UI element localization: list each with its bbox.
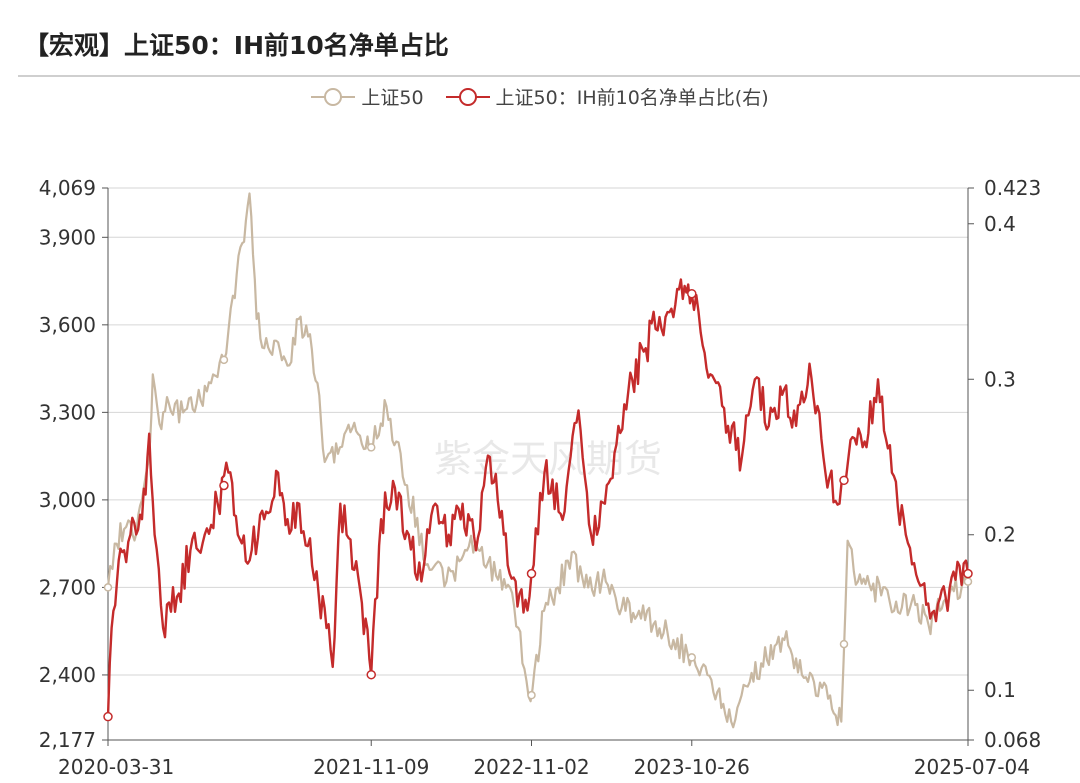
left-axis-tick-label: 3,300 (39, 400, 96, 424)
series-marker-left (219, 355, 229, 365)
series-marker-left (527, 690, 536, 700)
left-axis-tick-label: 4,069 (39, 176, 96, 200)
legend-item-right-series[interactable]: 上证50：IH前10名净单占比(右) (445, 83, 769, 110)
left-axis-tick-label: 2,177 (39, 728, 96, 752)
series-marker-left (366, 443, 376, 452)
x-axis-tick-label: 2021-11-09 (313, 755, 429, 779)
title-divider (18, 75, 1080, 77)
chart-series (103, 192, 973, 729)
right-axis-tick-label: 0.1 (984, 678, 1016, 702)
chart-tick-labels: 2,177 2,400 2,700 3,000 3,300 3,600 3,900 4,069… (39, 176, 1042, 779)
right-axis-tick-label: 0.3 (984, 367, 1016, 391)
x-axis-tick-label: 2025-07-04 (914, 755, 1030, 779)
chart-axes (102, 187, 974, 746)
series-marker-right (219, 480, 229, 491)
chart-legend: 上证50 上证50：IH前10名净单占比(右) (0, 83, 1080, 110)
legend-label-right-series: 上证50：IH前10名净单占比(右) (495, 87, 769, 109)
series-line-right (106, 278, 970, 717)
x-axis-tick-label: 2020-03-31 (58, 755, 174, 779)
series-marker-right (839, 475, 849, 486)
right-axis-tick-label: 0.4 (984, 212, 1016, 236)
left-axis-tick-label: 3,900 (39, 225, 96, 249)
right-axis-tick-label: 0.068 (984, 728, 1041, 752)
series-marker-left (687, 653, 697, 662)
right-axis-tick-label: 0.2 (984, 523, 1016, 547)
series-marker-right (687, 288, 697, 299)
legend-swatch-left-series (311, 87, 356, 107)
legend-label-left-series: 上证50 (361, 87, 424, 109)
series-marker-left (963, 577, 973, 586)
x-axis-tick-label: 2023-10-26 (634, 755, 750, 779)
series-marker-right (103, 711, 113, 722)
left-axis-tick-label: 2,700 (39, 575, 96, 599)
series-marker-left (103, 583, 113, 592)
legend-swatch-right-series (445, 87, 490, 107)
series-marker-right (526, 568, 537, 579)
legend-item-left-series[interactable]: 上证50 (311, 83, 424, 110)
left-axis-tick-label: 2,400 (39, 663, 96, 687)
page-title: 【宏观】上证50：IH前10名净单占比 (24, 31, 449, 60)
series-line-left (106, 192, 970, 729)
left-axis-tick-label: 3,600 (39, 313, 96, 337)
series-marker-left (839, 639, 849, 649)
series-marker-right (963, 568, 973, 579)
right-axis-tick-label: 0.423 (984, 176, 1041, 200)
series-marker-right (366, 669, 376, 680)
left-axis-tick-label: 3,000 (39, 488, 96, 512)
x-axis-tick-label: 2022-11-02 (473, 755, 589, 779)
